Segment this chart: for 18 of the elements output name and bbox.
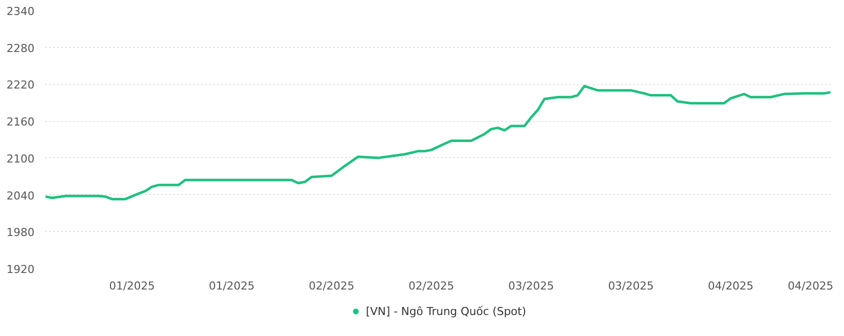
legend-label: [VN] - Ngô Trung Quốc (Spot): [366, 304, 526, 318]
y-tick-label: 2280: [6, 42, 35, 55]
y-tick-label: 2340: [6, 5, 35, 18]
y-tick-label: 1980: [6, 226, 35, 240]
y-tick-label: 1920: [6, 263, 35, 276]
y-tick-label: 2100: [6, 152, 35, 166]
x-tick-label: 04/2025: [788, 280, 834, 292]
x-tick-label: 04/2025: [708, 280, 754, 292]
x-tick-label: 02/2025: [408, 280, 454, 292]
y-tick-label: 2160: [6, 116, 35, 129]
y-tick-label: 2040: [6, 189, 35, 202]
x-tick-label: 03/2025: [608, 280, 654, 292]
x-tick-label: 02/2025: [308, 280, 354, 292]
x-tick-label: 01/2025: [208, 280, 255, 292]
line-series: [46, 84, 830, 200]
x-tick-label: 01/2025: [109, 280, 155, 292]
y-tick-label: 2220: [6, 78, 35, 92]
x-tick-label: 03/2025: [508, 280, 554, 292]
